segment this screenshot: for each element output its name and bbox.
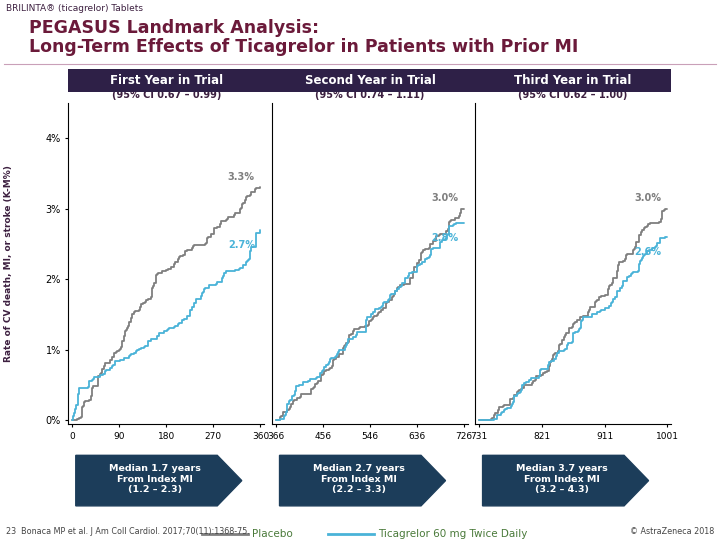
Title: HR 0.79
(95% CI 0.62 – 1.00): HR 0.79 (95% CI 0.62 – 1.00) — [518, 79, 628, 100]
Text: Placebo: Placebo — [252, 529, 293, 538]
Title: HR 0.90
(95% CI 0.74 – 1.11): HR 0.90 (95% CI 0.74 – 1.11) — [315, 79, 425, 100]
Title: HR 0.82
(95% CI 0.67 – 0.99): HR 0.82 (95% CI 0.67 – 0.99) — [112, 79, 221, 100]
Text: 23  Bonaca MP et al. J Am Coll Cardiol. 2017;70(11):1368-75.: 23 Bonaca MP et al. J Am Coll Cardiol. 2… — [6, 526, 250, 536]
Text: BRILINTA® (ticagrelor) Tablets: BRILINTA® (ticagrelor) Tablets — [6, 4, 143, 13]
Text: 2.6%: 2.6% — [634, 247, 662, 258]
Text: Long-Term Effects of Ticagrelor in Patients with Prior MI: Long-Term Effects of Ticagrelor in Patie… — [29, 38, 578, 56]
Text: Median 3.7 years
From Index MI
(3.2 – 4.3): Median 3.7 years From Index MI (3.2 – 4.… — [516, 464, 608, 494]
Text: Third Year in Trial: Third Year in Trial — [514, 74, 632, 87]
Text: 2.8%: 2.8% — [431, 233, 459, 243]
FancyArrow shape — [279, 455, 446, 506]
Text: PEGASUS Landmark Analysis:: PEGASUS Landmark Analysis: — [29, 19, 319, 37]
Text: First Year in Trial: First Year in Trial — [109, 74, 223, 87]
FancyArrow shape — [76, 455, 242, 506]
FancyArrow shape — [482, 455, 649, 506]
Text: Median 2.7 years
From Index MI
(2.2 – 3.3): Median 2.7 years From Index MI (2.2 – 3.… — [312, 464, 405, 494]
Text: 2.7%: 2.7% — [228, 240, 255, 251]
Text: Ticagrelor 60 mg Twice Daily: Ticagrelor 60 mg Twice Daily — [378, 529, 527, 538]
Text: 3.0%: 3.0% — [431, 193, 459, 203]
Text: 3.0%: 3.0% — [634, 193, 662, 203]
Text: Rate of CV death, MI, or stroke (K-M%): Rate of CV death, MI, or stroke (K-M%) — [4, 165, 13, 362]
Text: 3.3%: 3.3% — [228, 172, 255, 181]
Text: © AstraZeneca 2018: © AstraZeneca 2018 — [630, 526, 714, 536]
Text: Second Year in Trial: Second Year in Trial — [305, 74, 436, 87]
Text: Median 1.7 years
From Index MI
(1.2 – 2.3): Median 1.7 years From Index MI (1.2 – 2.… — [109, 464, 201, 494]
